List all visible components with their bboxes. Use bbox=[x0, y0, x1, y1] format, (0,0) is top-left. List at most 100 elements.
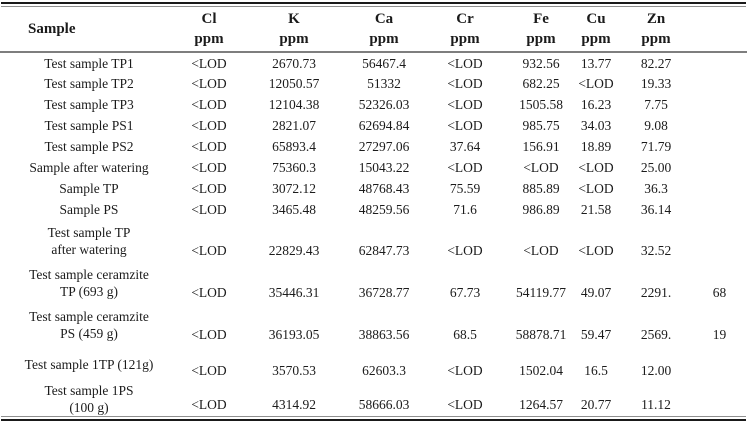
sample-name-line: Sample after watering bbox=[29, 160, 149, 175]
value-cell: <LOD bbox=[447, 160, 483, 175]
value-cell: 19 bbox=[712, 327, 727, 342]
value-cell: 2569. bbox=[640, 327, 672, 342]
element-symbol: Cu bbox=[586, 11, 606, 27]
table-row: Test sample TP2 <LOD 12050.57 51332 <LOD 682.… bbox=[0, 73, 747, 94]
column-header-cu: Cu ppm bbox=[572, 7, 620, 53]
value-cell: 52326.03 bbox=[358, 97, 410, 112]
value-cell bbox=[692, 73, 747, 94]
value-cell: 54119.77 bbox=[515, 285, 567, 300]
value-cell: 71.79 bbox=[640, 139, 672, 154]
value-cell: 82.27 bbox=[640, 55, 672, 71]
column-header-cr: Cr ppm bbox=[420, 7, 510, 53]
value-cell: <LOD bbox=[578, 76, 614, 91]
unit-label: ppm bbox=[641, 31, 671, 47]
value-cell: <LOD bbox=[191, 181, 227, 196]
value-cell: 25.00 bbox=[640, 160, 672, 175]
sample-name-line: Test sample ceramzite bbox=[29, 309, 149, 324]
value-cell bbox=[692, 94, 747, 115]
table-bottom-rule-thick bbox=[1, 419, 746, 421]
sample-name: Test sample TP2 bbox=[0, 73, 178, 94]
value-cell: 27297.06 bbox=[358, 139, 410, 154]
sample-column-header: Sample bbox=[0, 7, 178, 53]
value-cell: 68.5 bbox=[453, 327, 477, 342]
element-symbol: K bbox=[288, 11, 300, 27]
value-cell bbox=[692, 136, 747, 157]
value-cell: 15043.22 bbox=[358, 160, 410, 175]
value-cell: <LOD bbox=[578, 243, 614, 258]
element-symbol: Fe bbox=[533, 11, 549, 27]
value-cell: 19.33 bbox=[640, 76, 672, 91]
table-top-rule-thick bbox=[1, 2, 746, 4]
value-cell: <LOD bbox=[191, 202, 227, 217]
value-cell: <LOD bbox=[523, 160, 559, 175]
value-cell: 11.12 bbox=[641, 397, 671, 412]
sample-name: Sample TP bbox=[0, 178, 178, 199]
value-cell bbox=[692, 115, 747, 136]
sample-name-line: Test sample TP bbox=[47, 225, 131, 240]
element-symbol: Ca bbox=[374, 11, 394, 27]
sample-name-line: TP (693 g) bbox=[60, 284, 118, 299]
value-cell: 2670.73 bbox=[272, 55, 316, 71]
value-cell: 1505.58 bbox=[519, 97, 563, 112]
table-row: Test sample TP1 <LOD 2670.73 56467.4 <LOD 932… bbox=[0, 52, 747, 73]
unit-label: ppm bbox=[581, 31, 611, 47]
table-row: Test sample 1TP (121g) <LOD 3570.53 62603.3… bbox=[0, 346, 747, 382]
value-cell: 62694.84 bbox=[358, 118, 410, 133]
sample-name-line: Sample PS bbox=[59, 202, 119, 217]
value-cell: 68 bbox=[712, 285, 727, 300]
value-cell: <LOD bbox=[191, 363, 227, 378]
table-row: Test sample PS2 <LOD 65893.4 27297.06 37.64 1… bbox=[0, 136, 747, 157]
element-symbol: Zn bbox=[646, 11, 666, 27]
sample-name-line: Test sample TP3 bbox=[44, 97, 134, 112]
table-row: Test sample 1PS (100 g) <LOD 4314.92 58666.0… bbox=[0, 382, 747, 416]
value-cell: 36.14 bbox=[640, 202, 672, 217]
value-cell: 48259.56 bbox=[358, 202, 410, 217]
column-header-fe: Fe ppm bbox=[510, 7, 572, 53]
value-cell: <LOD bbox=[447, 118, 483, 133]
value-cell: <LOD bbox=[191, 55, 227, 71]
sample-name: Sample PS bbox=[0, 199, 178, 220]
spillover-column-header bbox=[692, 7, 747, 53]
value-cell: <LOD bbox=[191, 327, 227, 342]
unit-label: ppm bbox=[526, 31, 556, 47]
column-header-ca: Ca ppm bbox=[348, 7, 420, 53]
value-cell bbox=[692, 52, 747, 73]
element-symbol: Cr bbox=[456, 11, 474, 27]
value-cell: 32.52 bbox=[640, 243, 672, 258]
value-cell bbox=[692, 157, 747, 178]
sample-name: Sample after watering bbox=[0, 157, 178, 178]
value-cell: 18.89 bbox=[580, 139, 612, 154]
value-cell: 932.56 bbox=[522, 55, 560, 71]
value-cell: <LOD bbox=[523, 243, 559, 258]
value-cell: 12050.57 bbox=[268, 76, 320, 91]
sample-name-line: (100 g) bbox=[69, 400, 109, 415]
sample-name-line: Test sample ceramzite bbox=[29, 267, 149, 282]
value-cell: <LOD bbox=[447, 243, 483, 258]
value-cell: 985.75 bbox=[522, 118, 560, 133]
value-cell: 65893.4 bbox=[272, 139, 316, 154]
table-row: Sample PS <LOD 3465.48 48259.56 71.6 986.89 21… bbox=[0, 199, 747, 220]
value-cell: 2821.07 bbox=[272, 118, 316, 133]
sample-name: Test sample TP3 bbox=[0, 94, 178, 115]
value-cell: 12104.38 bbox=[268, 97, 320, 112]
value-cell: 67.73 bbox=[449, 285, 481, 300]
value-cell bbox=[692, 382, 747, 416]
value-cell: 36728.77 bbox=[358, 285, 410, 300]
sample-name-line: Test sample TP2 bbox=[44, 76, 134, 91]
value-cell: <LOD bbox=[191, 97, 227, 112]
value-cell: <LOD bbox=[447, 363, 483, 378]
value-cell: 22829.43 bbox=[268, 243, 320, 258]
value-cell: 36193.05 bbox=[268, 327, 320, 342]
value-cell: 3570.53 bbox=[272, 363, 316, 378]
value-cell: 35446.31 bbox=[268, 285, 320, 300]
sample-name-line: PS (459 g) bbox=[60, 326, 118, 341]
sample-name: Test sample ceramzite PS (459 g) bbox=[0, 304, 178, 346]
unit-label: ppm bbox=[279, 31, 309, 47]
table-row: Test sample TP3 <LOD 12104.38 52326.03 <LOD 1… bbox=[0, 94, 747, 115]
value-cell: 3465.48 bbox=[272, 202, 316, 217]
value-cell: <LOD bbox=[578, 160, 614, 175]
value-cell: <LOD bbox=[447, 55, 483, 71]
value-cell: 38863.56 bbox=[358, 327, 410, 342]
